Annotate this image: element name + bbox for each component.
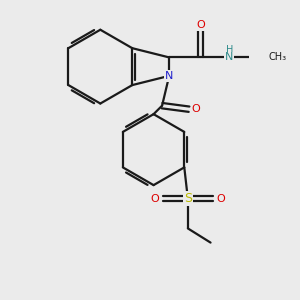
Text: O: O bbox=[192, 104, 200, 114]
Text: N: N bbox=[165, 71, 173, 81]
Text: S: S bbox=[184, 192, 192, 205]
Text: O: O bbox=[150, 194, 159, 204]
Text: H: H bbox=[226, 45, 233, 55]
Text: CH₃: CH₃ bbox=[268, 52, 286, 62]
Text: N: N bbox=[225, 52, 233, 62]
Text: O: O bbox=[217, 194, 226, 204]
Text: O: O bbox=[196, 20, 205, 31]
